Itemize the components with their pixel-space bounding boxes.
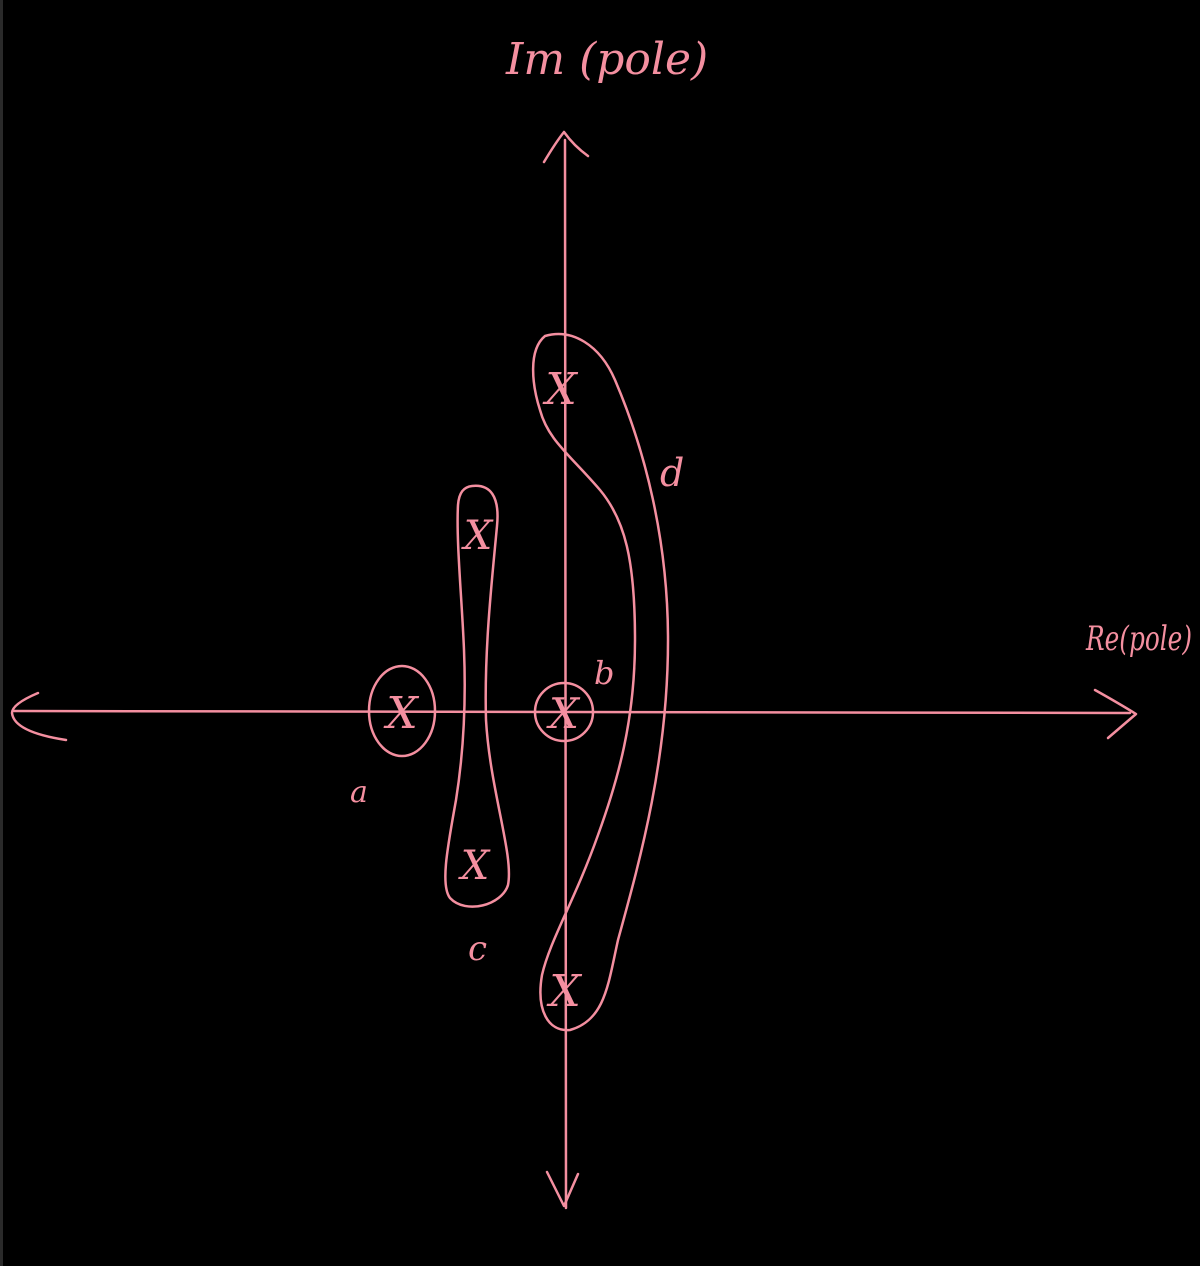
pole-group-d: X X d (531, 332, 684, 1032)
group-b-enclosure (533, 681, 595, 743)
group-a-enclosure (367, 664, 437, 758)
pole-marker-a: X (383, 688, 419, 739)
imaginary-axis-top-arrowhead (542, 130, 590, 164)
left-edge-strip (0, 0, 3, 1266)
group-d-enclosure (531, 332, 670, 1032)
imaginary-axis (542, 130, 590, 1210)
real-axis (10, 688, 1138, 742)
pole-group-b: X b (533, 654, 614, 743)
pole-group-a: X a (350, 664, 437, 810)
pole-group-c: X X c (444, 484, 511, 969)
real-axis-left-arrowhead (10, 691, 68, 742)
real-axis-right-arrowhead (1093, 688, 1138, 740)
pole-marker-c-lower: X (458, 843, 491, 889)
pole-marker-d-upper: X (542, 364, 578, 415)
pole-marker-d-lower: X (546, 966, 582, 1017)
ink-layer: Im (pole) Re(pole) X a X b X X c (10, 34, 1192, 1210)
imaginary-axis-label: Im (pole) (505, 34, 708, 85)
group-d-label: d (660, 451, 684, 495)
pole-marker-c-upper: X (461, 513, 494, 559)
pole-marker-b: X (546, 689, 581, 738)
group-c-enclosure (444, 484, 511, 908)
real-axis-label: Re(pole) (1085, 619, 1192, 659)
imaginary-axis-bottom-arrowhead (545, 1170, 580, 1208)
real-axis-line (12, 709, 1132, 715)
imaginary-axis-line (563, 138, 568, 1210)
group-c-label: c (468, 929, 487, 969)
group-b-label: b (594, 654, 614, 692)
group-a-label: a (350, 775, 368, 810)
